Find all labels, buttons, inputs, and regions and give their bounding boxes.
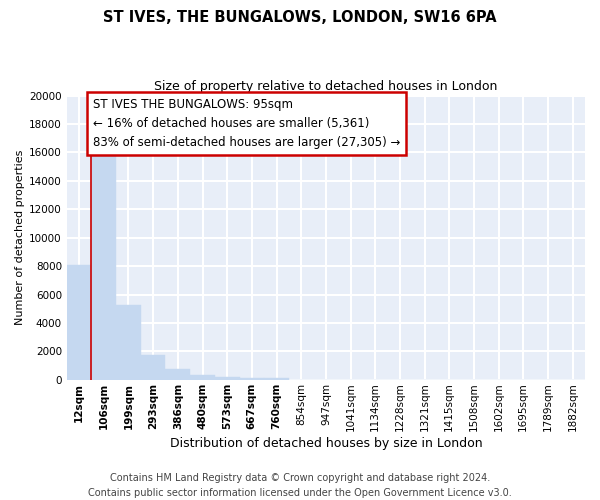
Bar bbox=[67, 266, 91, 380]
Text: ST IVES THE BUNGALOWS: 95sqm
← 16% of detached houses are smaller (5,361)
83% of: ST IVES THE BUNGALOWS: 95sqm ← 16% of de… bbox=[92, 98, 400, 150]
Bar bbox=[116, 304, 141, 380]
Bar bbox=[141, 355, 166, 380]
Bar bbox=[215, 377, 239, 380]
Bar bbox=[91, 146, 116, 380]
Bar bbox=[264, 378, 289, 380]
Title: Size of property relative to detached houses in London: Size of property relative to detached ho… bbox=[154, 80, 497, 93]
Y-axis label: Number of detached properties: Number of detached properties bbox=[15, 150, 25, 326]
X-axis label: Distribution of detached houses by size in London: Distribution of detached houses by size … bbox=[170, 437, 482, 450]
Bar bbox=[166, 368, 190, 380]
Text: ST IVES, THE BUNGALOWS, LONDON, SW16 6PA: ST IVES, THE BUNGALOWS, LONDON, SW16 6PA bbox=[103, 10, 497, 25]
Text: Contains HM Land Registry data © Crown copyright and database right 2024.
Contai: Contains HM Land Registry data © Crown c… bbox=[88, 472, 512, 498]
Bar bbox=[239, 378, 264, 380]
Bar bbox=[190, 375, 215, 380]
